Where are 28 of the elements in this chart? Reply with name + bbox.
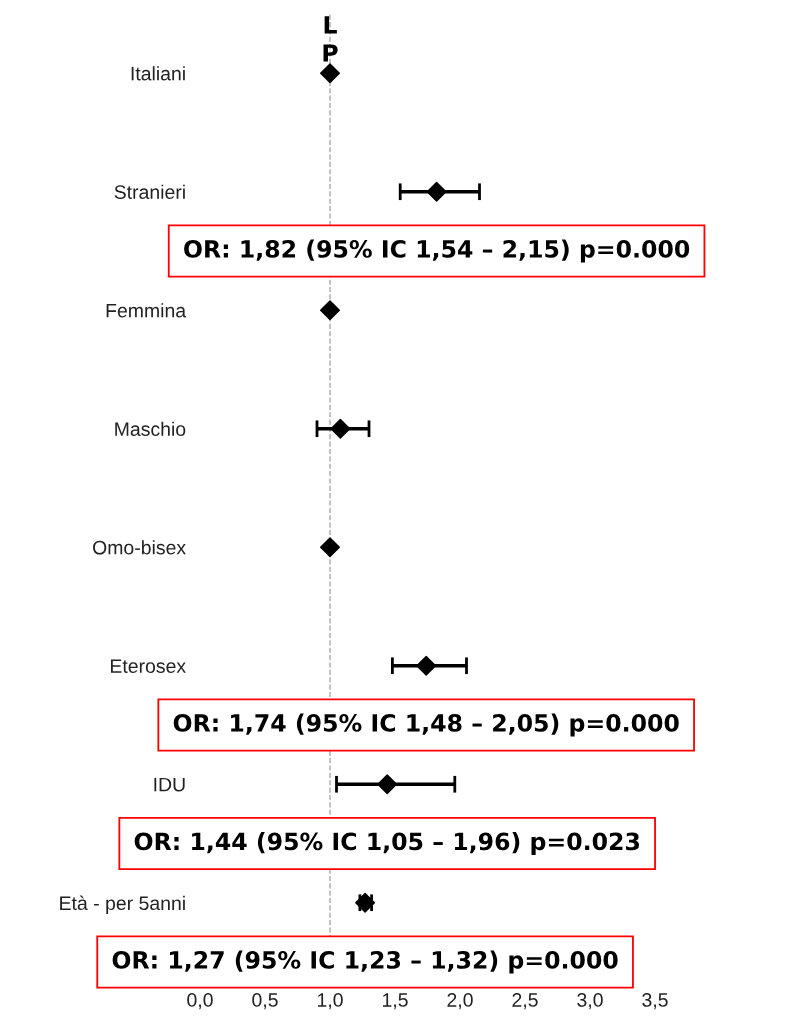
annotation: OR: 1,82 (95% IC 1,54 – 2,15) p=0.000 bbox=[184, 239, 690, 263]
x-tick-label: 0,0 bbox=[187, 993, 213, 1010]
x-tick-label: 0,5 bbox=[252, 993, 278, 1010]
x-tick-label: 2,0 bbox=[447, 993, 473, 1010]
x-tick-label: 1,5 bbox=[382, 993, 408, 1010]
point bbox=[426, 181, 447, 202]
point bbox=[319, 63, 341, 84]
point bbox=[319, 300, 341, 321]
x-tick-label: 3,5 bbox=[642, 993, 668, 1010]
x-tick-label: 3,0 bbox=[577, 993, 603, 1010]
y-tick-label: IDU bbox=[154, 777, 185, 792]
y-tick-label: Maschio bbox=[115, 421, 186, 436]
annotation: L P bbox=[323, 16, 338, 62]
y-tick-label: Italiani bbox=[131, 66, 185, 81]
y-tick-label: Femmina bbox=[106, 303, 187, 318]
annotation: OR: 1,27 (95% IC 1,23 – 1,32) p=0.000 bbox=[112, 950, 618, 974]
x-tick-label: 2,5 bbox=[512, 993, 538, 1010]
annotation: OR: 1,74 (95% IC 1,48 – 2,05) p=0.000 bbox=[173, 713, 679, 737]
y-tick-label: Stranieri bbox=[114, 184, 185, 199]
point bbox=[330, 418, 351, 439]
x-tick-label: 1,0 bbox=[317, 993, 343, 1010]
y-tick-label: Eterosex bbox=[110, 659, 186, 673]
point bbox=[416, 655, 437, 676]
annotation: OR: 1,44 (95% IC 1,05 – 1,96) p=0.023 bbox=[134, 832, 640, 855]
point bbox=[319, 537, 341, 558]
y-tick-label: Età - per 5anni bbox=[60, 895, 185, 914]
y-tick-label: Omo-bisex bbox=[93, 540, 186, 555]
point bbox=[377, 774, 398, 795]
